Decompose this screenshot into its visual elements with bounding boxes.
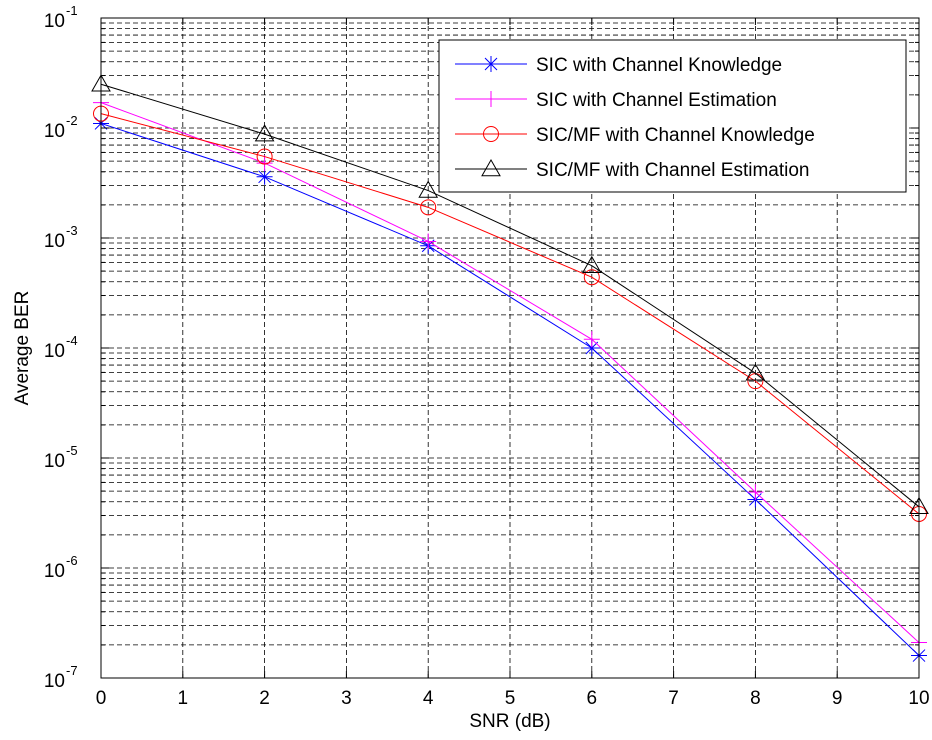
data-point [581, 255, 602, 273]
y-tick-base: 10 [44, 561, 65, 582]
tick-marks [100, 18, 920, 679]
y-tick-label: 10-1 [44, 3, 78, 32]
y-axis-label: Average BER [12, 291, 33, 406]
x-tick-label: 3 [341, 688, 352, 709]
data-point [256, 168, 273, 185]
legend-marker [481, 158, 501, 177]
data-point [745, 363, 766, 381]
y-tick-base: 10 [44, 341, 65, 362]
data-point [418, 180, 439, 198]
y-tick-label: 10-2 [44, 113, 78, 142]
y-tick-label: 10-3 [44, 223, 78, 252]
legend-marker [483, 56, 499, 72]
legend-box [438, 39, 907, 193]
x-tick-label: 7 [668, 688, 679, 709]
y-tick-exponent: -1 [66, 3, 78, 18]
legend-label: SIC/MF with Channel Knowledge [536, 125, 815, 146]
legend-marker [483, 91, 499, 107]
x-tick-label: 0 [96, 688, 107, 709]
y-tick-exponent: -5 [66, 443, 78, 458]
y-tick-exponent: -7 [66, 663, 78, 678]
legend: SIC with Channel Knowledge SIC with Chann… [438, 39, 907, 193]
x-tick-label: 8 [750, 688, 761, 709]
y-tick-label: 10-5 [44, 443, 78, 472]
legend-marker [483, 126, 499, 142]
data-point [256, 148, 273, 165]
y-tick-exponent: -2 [66, 113, 78, 128]
data-point [747, 484, 764, 501]
legend-entry: SIC/MF with Channel Knowledge [455, 125, 815, 146]
legend-label: SIC/MF with Channel Estimation [536, 160, 810, 181]
y-tick-exponent: -4 [66, 333, 78, 348]
data-point [583, 340, 600, 356]
y-tick-base: 10 [44, 231, 65, 252]
x-tick-label: 5 [505, 688, 516, 709]
data-point [420, 233, 437, 250]
legend-entry: SIC/MF with Channel Estimation [455, 158, 810, 181]
data-point [256, 155, 273, 172]
y-tick-label: 10-7 [44, 663, 78, 692]
legend-entry: SIC with Channel Estimation [455, 90, 777, 111]
series-line [100, 83, 920, 508]
series-triangle [91, 74, 929, 515]
y-tick-label: 10-6 [44, 553, 78, 582]
x-tick-label: 1 [178, 688, 189, 709]
series-line [100, 113, 920, 515]
x-tick-label: 6 [587, 688, 598, 709]
series-line [100, 122, 920, 656]
x-tick-label: 4 [423, 688, 434, 709]
data-point [583, 331, 600, 348]
y-tick-exponent: -3 [66, 223, 78, 238]
y-tick-labels: 10-710-610-510-410-310-210-1 [44, 3, 78, 692]
y-tick-label: 10-4 [44, 333, 78, 362]
series-group [91, 74, 929, 664]
legend-entry: SIC with Channel Knowledge [455, 55, 782, 76]
y-tick-base: 10 [44, 121, 65, 142]
x-tick-label: 9 [832, 688, 843, 709]
data-point [583, 269, 600, 286]
x-tick-labels: 0 1 2 3 4 5 6 7 8 9 10 [96, 688, 930, 709]
data-point [254, 124, 275, 142]
y-tick-base: 10 [44, 671, 65, 692]
y-tick-base: 10 [44, 11, 65, 32]
y-tick-exponent: -6 [66, 553, 78, 568]
y-tick-base: 10 [44, 451, 65, 472]
x-axis-label: SNR (dB) [469, 711, 550, 732]
x-tick-label: 2 [259, 688, 270, 709]
series-line [100, 102, 920, 643]
legend-label: SIC with Channel Knowledge [536, 55, 782, 76]
x-tick-label: 10 [908, 688, 929, 709]
data-point [420, 199, 437, 216]
legend-label: SIC with Channel Estimation [536, 90, 777, 111]
